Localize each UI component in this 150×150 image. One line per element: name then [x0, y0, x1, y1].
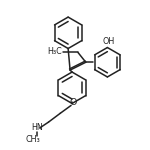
- Text: H₃C: H₃C: [48, 47, 62, 56]
- Text: HN: HN: [31, 123, 43, 132]
- Text: CH₃: CH₃: [25, 135, 40, 144]
- Text: OH: OH: [102, 37, 114, 46]
- Text: O: O: [69, 98, 77, 107]
